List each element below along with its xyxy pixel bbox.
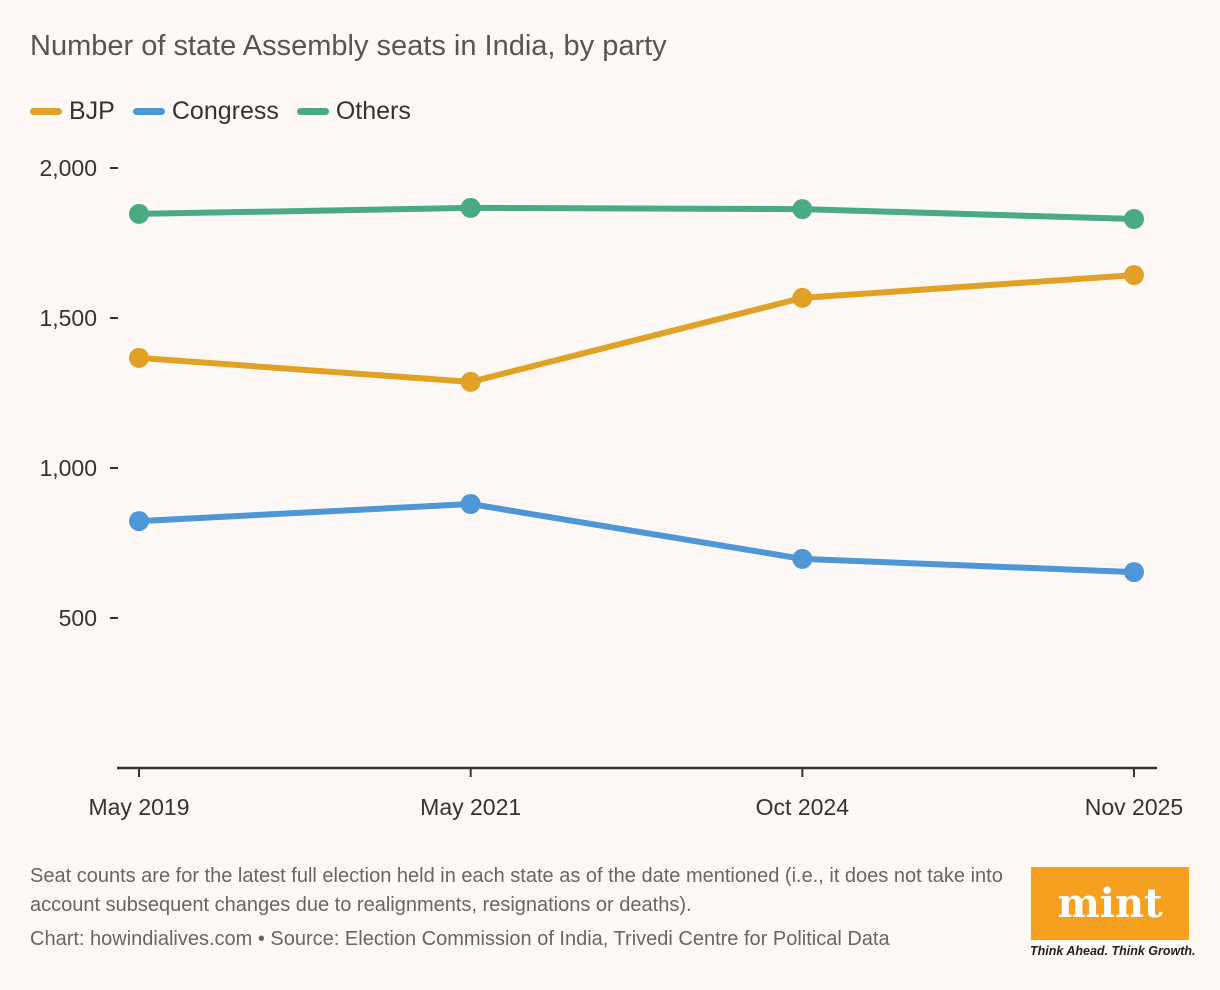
legend: BJP Congress Others [30, 97, 411, 126]
x-tick-label: May 2019 [88, 794, 189, 820]
source-line: Chart: howindialives.com • Source: Elect… [30, 928, 890, 950]
legend-swatch-bjp [30, 108, 62, 115]
data-point-bjp [792, 287, 813, 308]
data-point-congress [792, 548, 813, 569]
series-line-others [138, 204, 1135, 222]
chart-title: Number of state Assembly seats in India,… [30, 30, 667, 62]
data-point-bjp [1124, 265, 1144, 286]
legend-label: Congress [171, 97, 279, 125]
data-point-others [129, 203, 149, 224]
legend-item-others: Others [296, 97, 411, 126]
data-point-congress [129, 511, 149, 532]
legend-item-bjp: BJP [30, 97, 115, 126]
legend-item-congress: Congress [132, 97, 279, 126]
y-tick-label: 1,500 [39, 305, 97, 331]
logo-tagline: Think Ahead. Think Growth. [1030, 944, 1196, 958]
series-line-congress [138, 501, 1135, 576]
legend-label: Others [335, 97, 411, 125]
data-point-others [460, 197, 481, 218]
x-tick-label: Oct 2024 [756, 794, 850, 820]
legend-label: BJP [69, 97, 115, 125]
y-tick-label: 2,000 [39, 155, 97, 181]
mint-logo: mint [1031, 867, 1189, 940]
line-chart: 500 1,000 1,500 2,000 May 2019 May 2021 Oct 20… [39, 155, 1183, 820]
legend-swatch-others [296, 108, 329, 115]
footnote: Seat counts are for the latest full elec… [30, 865, 1003, 916]
data-point-others [1124, 209, 1144, 229]
data-point-congress [460, 494, 481, 514]
series-line-bjp [138, 272, 1135, 385]
data-point-bjp [129, 347, 149, 368]
legend-swatch-congress [132, 108, 165, 115]
data-point-congress [1124, 562, 1144, 583]
data-point-others [792, 199, 813, 220]
y-tick-label: 1,000 [39, 455, 97, 481]
x-tick-label: Nov 2025 [1085, 794, 1183, 820]
x-tick-label: May 2021 [420, 794, 521, 820]
data-point-bjp [460, 371, 481, 392]
y-tick-label: 500 [59, 605, 97, 631]
